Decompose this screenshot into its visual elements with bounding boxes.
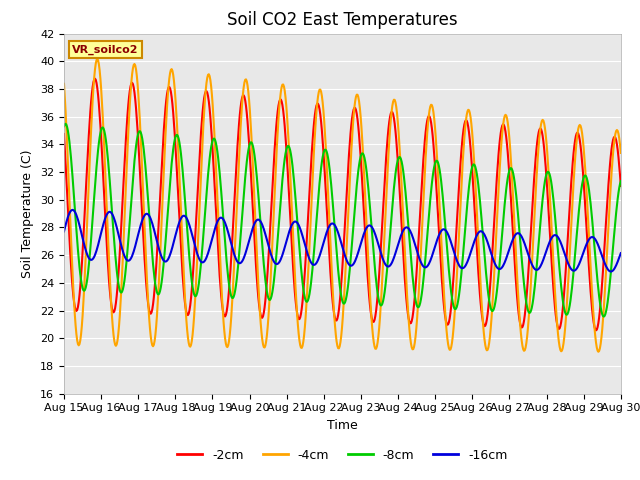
-8cm (185, 247, 193, 252)
-16cm (411, 241, 419, 247)
-16cm (128, 253, 136, 259)
Y-axis label: Soil Temperature (C): Soil Temperature (C) (22, 149, 35, 278)
-16cm (68, 207, 76, 213)
-4cm (185, 340, 193, 346)
-2cm (617, 183, 625, 189)
Line: -2cm: -2cm (64, 79, 621, 330)
-4cm (411, 340, 419, 346)
-2cm (214, 248, 222, 254)
-4cm (60, 81, 68, 87)
-4cm (128, 71, 136, 77)
Line: -8cm: -8cm (64, 124, 621, 317)
-2cm (185, 311, 193, 317)
Line: -4cm: -4cm (64, 59, 621, 352)
-16cm (71, 209, 79, 215)
-8cm (617, 178, 625, 184)
-8cm (60, 123, 68, 129)
-8cm (214, 155, 222, 160)
-4cm (93, 56, 101, 62)
-16cm (617, 250, 625, 256)
-4cm (595, 349, 602, 355)
Title: Soil CO2 East Temperatures: Soil CO2 East Temperatures (227, 11, 458, 29)
-4cm (428, 102, 435, 108)
-16cm (60, 228, 68, 234)
-8cm (428, 188, 435, 194)
-16cm (214, 217, 222, 223)
Legend: -2cm, -4cm, -8cm, -16cm: -2cm, -4cm, -8cm, -16cm (172, 444, 513, 467)
-2cm (128, 80, 136, 85)
-2cm (70, 299, 78, 305)
-2cm (428, 120, 435, 125)
-8cm (128, 186, 136, 192)
-16cm (428, 256, 435, 262)
-2cm (592, 327, 600, 333)
-8cm (600, 314, 607, 320)
-16cm (185, 220, 193, 226)
-2cm (60, 131, 68, 137)
Text: VR_soilco2: VR_soilco2 (72, 44, 139, 55)
-2cm (411, 294, 419, 300)
-4cm (214, 212, 222, 218)
-8cm (411, 293, 419, 299)
-16cm (607, 269, 614, 275)
Line: -16cm: -16cm (64, 210, 621, 272)
-2cm (91, 76, 99, 82)
-4cm (617, 150, 625, 156)
X-axis label: Time: Time (327, 419, 358, 432)
-4cm (70, 300, 78, 305)
-8cm (61, 121, 69, 127)
-8cm (71, 205, 79, 211)
